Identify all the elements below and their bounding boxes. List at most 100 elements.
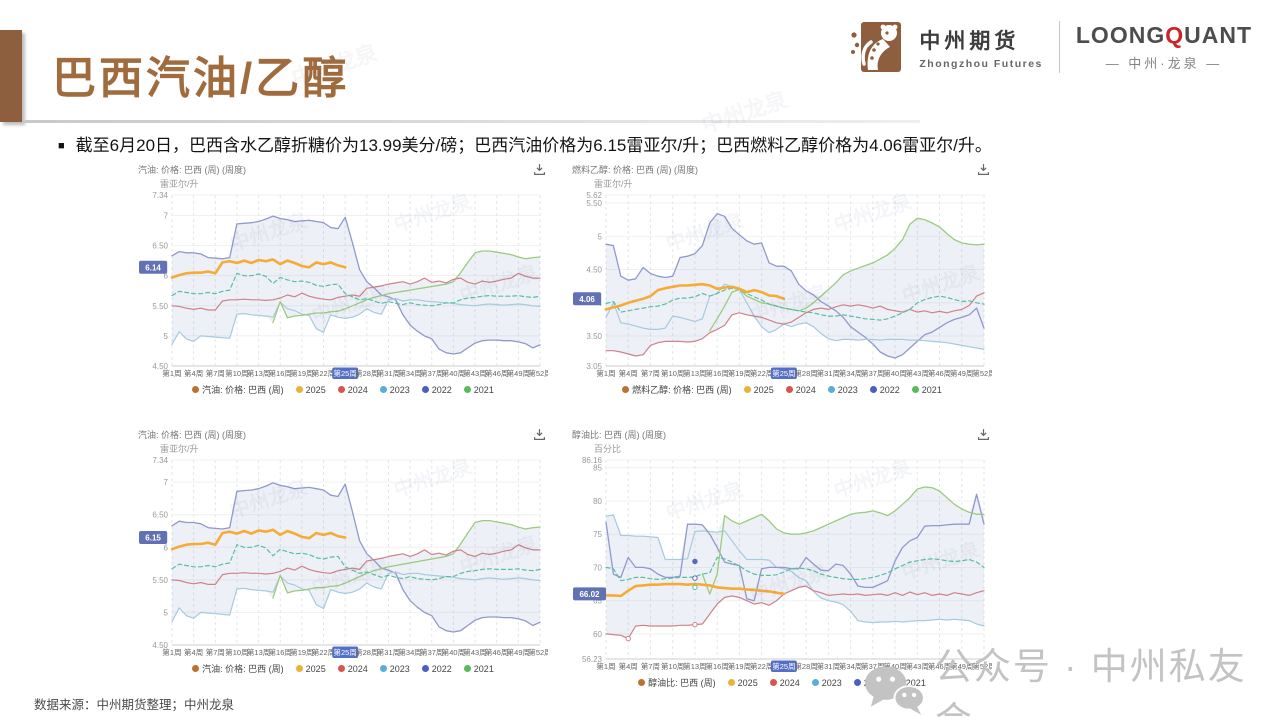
legend-item[interactable]: 2021 [911, 384, 942, 395]
y-tick-label: 6.50 [152, 511, 168, 520]
legend-item[interactable]: 2024 [769, 678, 800, 688]
legend-item[interactable]: 燃料乙醇: 价格: 巴西 (周) [622, 383, 732, 396]
logo-divider [1058, 21, 1060, 73]
plot-area: 第1周 第4周 第7周 第10周 第13周 第16周 第19周 第22周 第25周 第28周 第31… [572, 187, 996, 381]
legend-item[interactable]: 2021 [895, 677, 926, 688]
legend-item[interactable]: 2024 [337, 384, 368, 395]
x-tick-label: 第1周 [596, 368, 615, 378]
series-line-2024 [171, 544, 541, 585]
legend-item[interactable]: 汽油: 价格: 巴西 (周) [192, 383, 284, 396]
download-icon[interactable] [533, 428, 546, 441]
y-tick-label: 5 [164, 332, 169, 341]
legend-label: 2021 [905, 677, 926, 688]
x-tick-label: 第13周 [683, 661, 706, 671]
plot-area: 第1周 第4周 第7周 第10周 第13周 第16周 第19周 第22周 第25周 第28周 第31… [138, 187, 552, 381]
y-tick-label: 56.23 [582, 655, 603, 664]
download-icon[interactable] [533, 163, 546, 176]
legend-label: 2024 [347, 663, 368, 674]
y-axis-badge [139, 531, 168, 545]
legend-dot [869, 386, 877, 393]
x-tick-label: 第37周 [420, 647, 443, 657]
legend-item[interactable]: 2024 [337, 663, 368, 674]
legend-label: 汽油: 价格: 巴西 (周) [202, 664, 284, 674]
legend-label: 燃料乙醇: 价格: 巴西 (周) [632, 385, 732, 395]
download-icon[interactable] [977, 163, 990, 176]
x-tick-label: 第25周 [334, 647, 357, 657]
legend-label: 2024 [347, 384, 368, 395]
legend-label: 2021 [921, 384, 942, 395]
legend-item[interactable]: 2023 [827, 385, 858, 395]
bullet-text: 截至6月20日，巴西含水乙醇折糖价为13.99美分/磅；巴西汽油价格为6.15雷… [75, 136, 992, 155]
x-tick-label: 第4周 [184, 647, 203, 657]
x-tick-label: 第28周 [355, 368, 378, 378]
legend-item[interactable]: 2022 [869, 385, 900, 395]
legend-item[interactable]: 2024 [785, 384, 816, 395]
x-tick-label: 第7周 [206, 368, 225, 378]
series-line-2024 [605, 292, 985, 357]
series-line-2021 [272, 250, 541, 324]
legend-item[interactable]: 2025 [727, 677, 758, 688]
data-marker [692, 621, 698, 628]
x-tick-label: 第34周 [398, 368, 421, 378]
x-tick-label: 第28周 [794, 368, 817, 378]
legend-label: 2024 [795, 384, 816, 395]
loongquant-logo-text: LOONGQUANT — 中州·龙泉 — [1076, 22, 1252, 72]
legend-item[interactable]: 2023 [379, 384, 410, 395]
legend-item[interactable]: 2023 [811, 678, 842, 688]
download-icon[interactable] [977, 428, 990, 441]
y-axis-badge [139, 260, 168, 274]
x-tick-label: 第52周 [528, 647, 548, 657]
x-tick-label: 第16周 [706, 368, 729, 378]
y-tick-label: 6 [164, 543, 169, 552]
x-tick-label: 第40周 [883, 661, 906, 671]
y-tick-label: 4.50 [152, 641, 168, 650]
series-line-2023 [605, 514, 985, 627]
loongquant-name: LOONGQUANT [1076, 22, 1252, 49]
legend-dot [827, 386, 835, 393]
x-tick-label: 第22周 [312, 647, 335, 657]
range-band [606, 213, 984, 358]
series-line-2021 [272, 519, 541, 599]
legend-item[interactable]: 2022 [853, 678, 884, 688]
legend-dot [337, 665, 345, 672]
legend-item[interactable]: 2025 [743, 385, 774, 395]
loong-red-q: Q [1165, 22, 1185, 48]
legend-dot [911, 386, 919, 393]
chart-panel-ethanol-price: 燃料乙醇: 价格: 巴西 (周) (周度) 雷亚尔/升 第1周 第4周 第7周 第10… [572, 163, 996, 399]
legend-item[interactable]: 2022 [421, 385, 452, 395]
series-line-均值 [171, 272, 541, 307]
legend-label: 2023 [389, 384, 410, 395]
chart-title: 汽油: 价格: 巴西 (周) (周度) [138, 165, 246, 175]
loong-part2: UANT [1184, 22, 1252, 48]
chart-unit: 雷亚尔/升 [594, 179, 633, 189]
chart-unit: 雷亚尔/升 [160, 444, 199, 454]
legend-item[interactable]: 2022 [421, 664, 452, 674]
summary-bullet: ■ 截至6月20日，巴西含水乙醇折糖价为13.99美分/磅；巴西汽油价格为6.1… [58, 135, 1228, 158]
data-marker [692, 558, 698, 565]
legend-item[interactable]: 2021 [463, 385, 494, 395]
y-tick-label: 75 [593, 530, 602, 539]
legend-item[interactable]: 2023 [379, 663, 410, 674]
series-line-均值 [605, 287, 985, 321]
legend-item[interactable]: 2025 [295, 385, 326, 395]
x-tick-label: 第52周 [972, 368, 992, 378]
legend-label: 2023 [389, 663, 410, 674]
x-tick-label: 第43周 [463, 647, 486, 657]
series-line-2025 [604, 282, 786, 311]
x-tick-label: 第22周 [750, 368, 773, 378]
y-axis-badge-label: 6.14 [145, 263, 161, 272]
y-axis-badge [573, 587, 606, 601]
series-line-2023 [171, 297, 541, 345]
chart-head: 醇油比: 巴西 (周) (周度) 百分比 [572, 428, 992, 454]
legend-item[interactable]: 2021 [463, 664, 494, 674]
x-tick-label: 第4周 [184, 368, 203, 378]
x-tick-label: 第34周 [398, 647, 421, 657]
series-line-2022 [605, 212, 985, 359]
x-tick-label: 第31周 [377, 647, 400, 657]
x-tick-label: 第49周 [950, 661, 973, 671]
legend-item[interactable]: 2025 [295, 664, 326, 674]
legend-label: 2025 [737, 677, 758, 688]
legend-item[interactable]: 醇油比: 巴西 (周) [638, 676, 716, 689]
x-tick-label: 第19周 [728, 368, 751, 378]
legend-item[interactable]: 汽油: 价格: 巴西 (周) [192, 662, 284, 675]
